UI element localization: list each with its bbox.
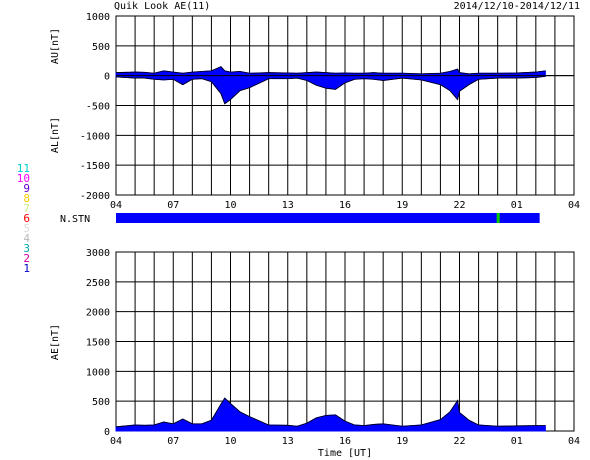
upper-ytick-label: 500	[92, 42, 110, 53]
lower-xtick-label: 19	[396, 436, 408, 447]
lower-xtick-label: 04	[568, 436, 580, 447]
legend-item-2: 2	[23, 252, 30, 265]
lower-xtick-label: 07	[167, 436, 179, 447]
legend-item-8: 8	[23, 192, 30, 205]
upper-xtick-label: 13	[282, 200, 294, 211]
lower-xtick-label: 01	[511, 436, 523, 447]
upper-xtick-label: 01	[511, 200, 523, 211]
lower-ytick-label: 0	[104, 427, 110, 438]
station-legend: 11 10 9 8 7 6 5 4 3 2 1	[8, 162, 38, 275]
ae-series-line	[115, 397, 546, 428]
upper-ytick-label: -2000	[80, 191, 110, 202]
upper-ylabel: AL[nT]	[50, 117, 61, 153]
upper-xtick-label: 04	[110, 200, 122, 211]
upper-ytick-label: -1500	[80, 161, 110, 172]
station-bar	[116, 213, 540, 223]
lower-ytick-label: 3000	[86, 248, 110, 259]
upper-xtick-label: 04	[568, 200, 580, 211]
station-marker	[496, 213, 500, 223]
lower-ytick-label: 1000	[86, 367, 110, 378]
au-series-line	[115, 66, 546, 75]
legend-item-11: 11	[16, 162, 30, 175]
lower-ytick-label: 2000	[86, 308, 110, 319]
upper-ylabel: AU[nT]	[50, 28, 61, 64]
lower-xtick-label: 10	[224, 436, 236, 447]
upper-xtick-label: 22	[453, 200, 465, 211]
legend-item-10: 10	[16, 172, 30, 185]
legend-item-5: 5	[23, 222, 30, 235]
legend-item-3: 3	[23, 242, 30, 255]
x-axis-title: Time [UT]	[318, 448, 372, 459]
upper-xtick-label: 16	[339, 200, 351, 211]
upper-xtick-label: 19	[396, 200, 408, 211]
legend-item-6: 6	[23, 212, 30, 225]
date-range: 2014/12/10-2014/12/11	[453, 1, 580, 12]
upper-ytick-label: 1000	[86, 12, 110, 23]
al-series-line	[115, 75, 546, 105]
station-count-panel: N.STN	[60, 213, 540, 225]
chart-title: Quik Look AE(11)	[114, 1, 211, 12]
upper-ytick-label: 0	[104, 72, 110, 83]
upper-xtick-label: 10	[224, 200, 236, 211]
upper-ytick-label: -1000	[80, 131, 110, 142]
legend-item-1: 1	[23, 262, 30, 275]
lower-ytick-label: 2500	[86, 278, 110, 289]
lower-xtick-label: 13	[282, 436, 294, 447]
station-label: N.STN	[60, 214, 90, 225]
lower-ytick-label: 500	[92, 397, 110, 408]
legend-item-7: 7	[23, 202, 30, 215]
upper-xtick-label: 07	[167, 200, 179, 211]
lower-xtick-label: 04	[110, 436, 122, 447]
lower-ylabel: AE[nT]	[50, 324, 61, 360]
lower-xtick-label: 22	[453, 436, 465, 447]
lower-ytick-label: 1500	[86, 338, 110, 349]
upper-ytick-label: -500	[86, 102, 110, 113]
legend-item-4: 4	[23, 232, 30, 245]
lower-xtick-label: 16	[339, 436, 351, 447]
legend-item-9: 9	[23, 182, 30, 195]
